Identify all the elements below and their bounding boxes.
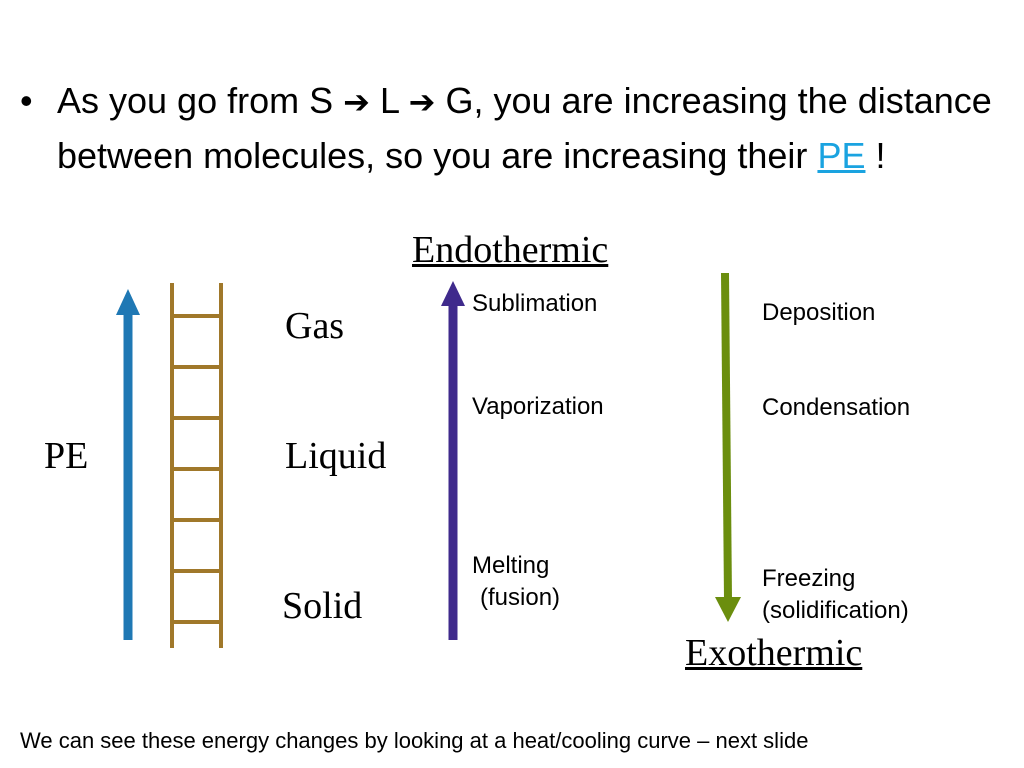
bullet-part-3: G, you are increasing the distance betwe…	[57, 80, 992, 176]
intro-bullet: • As you go from S ➔ L ➔ G, you are incr…	[20, 74, 1010, 183]
exothermic-arrow	[715, 272, 741, 622]
freezing-line-2: (solidification)	[762, 597, 909, 624]
freezing-line-1: Freezing	[762, 565, 856, 592]
exothermic-heading: Exothermic	[685, 632, 863, 674]
melting-label: Melting (fusion)	[472, 550, 560, 614]
bullet-part-1: As you go from S	[57, 80, 334, 121]
liquid-label: Liquid	[285, 435, 387, 477]
footer-note: We can see these energy changes by looki…	[20, 728, 809, 753]
freezing-label: Freezing (solidification)	[762, 563, 909, 627]
bullet-dot: •	[20, 80, 33, 121]
right-arrow-icon: ➔	[343, 83, 370, 121]
pe-link[interactable]: PE	[817, 135, 866, 176]
deposition-label: Deposition	[762, 299, 876, 326]
ladder-icon	[170, 283, 223, 648]
right-arrow-icon: ➔	[408, 83, 436, 121]
vaporization-label: Vaporization	[472, 393, 604, 420]
bullet-part-2: L	[379, 80, 399, 121]
endothermic-arrow	[441, 281, 465, 640]
sublimation-label: Sublimation	[472, 290, 598, 317]
pe-label: PE	[44, 435, 89, 477]
melting-line-1: Melting	[472, 552, 550, 579]
melting-line-2: (fusion)	[480, 584, 561, 611]
pe-arrow	[116, 289, 140, 640]
bullet-text: As you go from S ➔ L ➔ G, you are increa…	[57, 74, 1010, 183]
bullet-end: !	[875, 135, 886, 176]
condensation-label: Condensation	[762, 394, 911, 421]
solid-label: Solid	[282, 585, 363, 627]
endothermic-heading: Endothermic	[412, 229, 609, 271]
gas-label: Gas	[285, 305, 345, 347]
